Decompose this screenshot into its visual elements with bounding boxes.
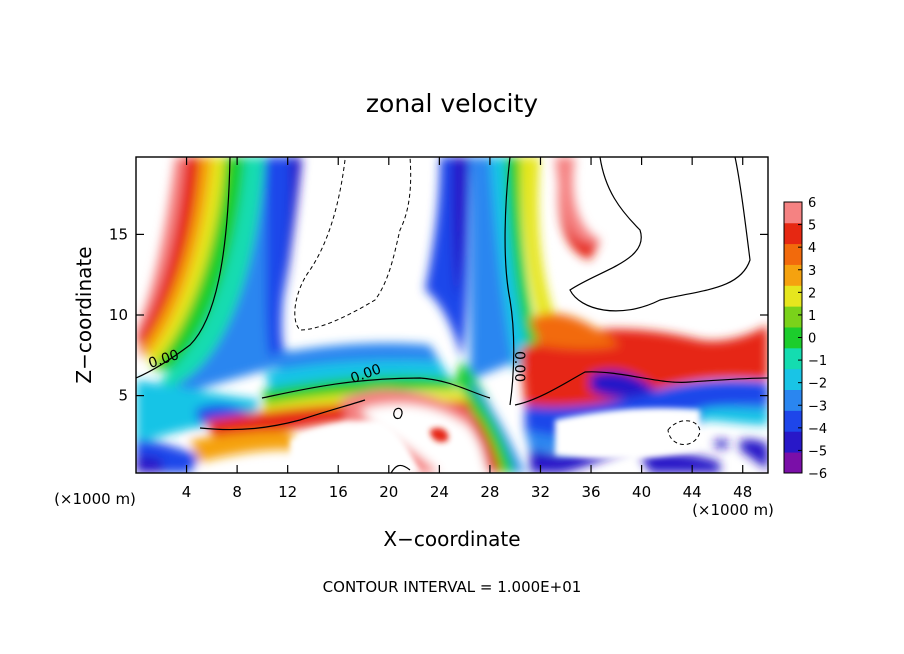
x-tick-label: 4 xyxy=(182,483,192,501)
contour-interval-note: CONTOUR INTERVAL = 1.000E+01 xyxy=(323,578,582,596)
colorbar-tick-label: 6 xyxy=(808,196,816,211)
colorbar-tick-label: −4 xyxy=(808,422,827,437)
dashed-contours xyxy=(294,157,701,445)
colorbar-tick-label: 0 xyxy=(808,332,816,347)
x-tick-label: 12 xyxy=(278,483,297,501)
colorbar-tick-label: 3 xyxy=(808,264,816,279)
colorbar-swatch xyxy=(784,243,802,265)
colorbar-swatch xyxy=(784,389,802,411)
x-tick-label: 20 xyxy=(379,483,398,501)
x-tick-label: 8 xyxy=(232,483,242,501)
colorbar-swatch xyxy=(784,264,802,286)
x-tick-label: 28 xyxy=(480,483,499,501)
y-axis: 5 10 15 xyxy=(109,225,768,405)
x-unit-left: (×1000 m) xyxy=(54,490,136,508)
x-tick-label: 36 xyxy=(581,483,600,501)
x-unit-right: (×1000 m) xyxy=(692,501,774,519)
colorbar-swatch xyxy=(784,285,802,307)
x-axis-label: X−coordinate xyxy=(383,527,520,551)
colorbar: 6 5 4 3 2 1 0 −1 −2 −3 −4 −5 −6 xyxy=(783,196,827,482)
x-tick-label: 32 xyxy=(531,483,550,501)
velocity-field xyxy=(136,157,768,473)
x-tick-label: 24 xyxy=(430,483,449,501)
colorbar-swatch xyxy=(784,306,802,328)
contour-lines xyxy=(136,157,768,473)
colorbar-swatch xyxy=(784,368,802,391)
colorbar-tick-label: 2 xyxy=(808,286,816,301)
colorbar-tick-label: −2 xyxy=(808,377,827,392)
colorbar-tick-label: 4 xyxy=(808,241,816,256)
colorbar-swatch xyxy=(784,452,802,474)
y-tick-label: 10 xyxy=(109,306,128,324)
colorbar-swatch xyxy=(784,327,802,349)
colorbar-tick-label: −6 xyxy=(808,467,827,482)
x-axis: 4 8 12 16 20 24 28 32 36 40 44 48 xyxy=(182,157,752,501)
x-tick-label: 16 xyxy=(329,483,348,501)
x-tick-label: 48 xyxy=(733,483,752,501)
colorbar-tick-label: −3 xyxy=(808,399,827,414)
colorbar-tick-label: −1 xyxy=(808,354,827,369)
colorbar-swatch xyxy=(784,410,802,432)
x-tick-label: 40 xyxy=(632,483,651,501)
y-tick-label: 5 xyxy=(118,387,128,405)
colorbar-swatch xyxy=(784,222,802,245)
colorbar-swatch xyxy=(784,202,802,224)
x-tick-label: 44 xyxy=(683,483,702,501)
colorbar-tick-label: 1 xyxy=(808,309,816,324)
colorbar-swatch xyxy=(784,431,802,453)
y-axis-label: Z−coordinate xyxy=(72,246,96,383)
colorbar-tick-label: −5 xyxy=(808,444,827,459)
colorbar-tick-label: 5 xyxy=(808,219,816,234)
chart-title: zonal velocity xyxy=(366,89,538,118)
contour-label: 0.00 xyxy=(511,351,527,382)
y-tick-label: 15 xyxy=(109,225,128,243)
colorbar-swatch xyxy=(784,347,802,370)
